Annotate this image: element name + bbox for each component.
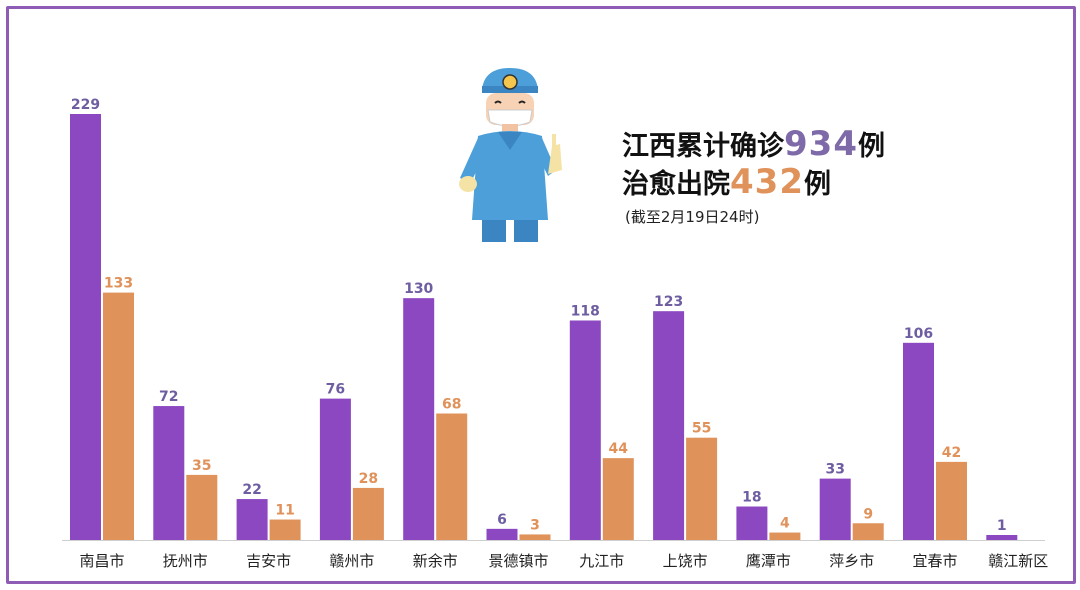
data-label-s1-5: 3 bbox=[530, 517, 540, 533]
data-label-s0-10: 106 bbox=[904, 326, 933, 342]
confirmed-total: 934 bbox=[784, 124, 858, 164]
bar-s1-7 bbox=[686, 437, 718, 540]
headline-cured-prefix: 治愈出院 bbox=[622, 169, 730, 200]
category-label-5: 景德镇市 bbox=[488, 552, 548, 570]
data-label-s1-2: 11 bbox=[275, 503, 294, 519]
bar-s1-6 bbox=[602, 458, 634, 540]
bar-s1-4 bbox=[436, 413, 468, 540]
bar-s1-8 bbox=[769, 532, 801, 540]
data-label-s1-8: 4 bbox=[780, 516, 790, 532]
data-label-s1-6: 44 bbox=[609, 441, 629, 457]
bar-s0-6 bbox=[569, 320, 601, 540]
bar-s0-1 bbox=[153, 406, 185, 540]
bar-s0-3 bbox=[319, 398, 351, 540]
data-label-s0-9: 33 bbox=[825, 462, 844, 478]
data-label-s0-8: 18 bbox=[742, 490, 761, 506]
bar-s1-9 bbox=[852, 523, 884, 540]
cured-total: 432 bbox=[730, 162, 804, 202]
data-label-s0-11: 1 bbox=[997, 518, 1007, 534]
category-label-10: 宜春市 bbox=[912, 552, 957, 570]
data-label-s0-3: 76 bbox=[326, 382, 345, 398]
data-label-s1-7: 55 bbox=[692, 421, 711, 437]
data-label-s1-3: 28 bbox=[359, 471, 378, 487]
headline-cured-suffix: 例 bbox=[803, 169, 831, 200]
headline-note: (截至2月19日24时) bbox=[625, 208, 760, 226]
bar-s0-5 bbox=[486, 528, 518, 540]
category-label-8: 鹰潭市 bbox=[746, 552, 791, 570]
data-label-s0-4: 130 bbox=[404, 281, 433, 297]
bar-s0-2 bbox=[236, 499, 268, 540]
headline-cured: 治愈出院432例 bbox=[622, 162, 831, 202]
bar-s0-11 bbox=[986, 535, 1018, 540]
headline-confirmed-suffix: 例 bbox=[857, 131, 885, 162]
bar-s0-0 bbox=[70, 114, 101, 540]
data-label-s0-2: 22 bbox=[242, 482, 261, 498]
bar-s1-3 bbox=[352, 487, 384, 540]
category-label-7: 上饶市 bbox=[663, 552, 708, 570]
data-label-s1-1: 35 bbox=[192, 458, 211, 474]
category-label-2: 吉安市 bbox=[246, 552, 291, 570]
bar-s1-0 bbox=[103, 292, 134, 540]
doctor-illustration-icon bbox=[459, 68, 562, 242]
data-label-s1-4: 68 bbox=[442, 397, 461, 413]
bar-s0-8 bbox=[736, 506, 768, 540]
data-label-s0-1: 72 bbox=[159, 389, 178, 405]
data-label-s0-5: 6 bbox=[497, 512, 507, 528]
headline-confirmed-prefix: 江西累计确诊 bbox=[622, 131, 784, 162]
category-label-6: 九江市 bbox=[579, 552, 624, 570]
category-label-1: 抚州市 bbox=[163, 552, 208, 570]
bar-s1-2 bbox=[269, 519, 301, 540]
bar-s0-10 bbox=[903, 342, 934, 540]
bar-s1-1 bbox=[186, 474, 218, 540]
data-label-s1-0: 133 bbox=[104, 276, 133, 292]
bar-s0-9 bbox=[819, 478, 851, 540]
data-label-s0-7: 123 bbox=[654, 294, 683, 310]
category-label-4: 新余市 bbox=[413, 552, 458, 570]
data-label-s1-10: 42 bbox=[942, 445, 961, 461]
data-label-s1-9: 9 bbox=[863, 506, 873, 522]
category-label-0: 南昌市 bbox=[79, 552, 124, 570]
chart-frame bbox=[6, 6, 1076, 584]
bar-s1-10 bbox=[936, 461, 967, 540]
bar-s1-5 bbox=[519, 534, 551, 540]
data-label-s0-0: 229 bbox=[71, 97, 100, 113]
category-label-11: 赣江新区 bbox=[988, 552, 1048, 570]
data-label-s0-6: 118 bbox=[571, 303, 600, 319]
headline-confirmed: 江西累计确诊934例 bbox=[622, 124, 885, 164]
bar-s0-4 bbox=[403, 298, 435, 540]
category-label-3: 赣州市 bbox=[329, 552, 374, 570]
bar-s0-7 bbox=[653, 311, 685, 540]
category-label-9: 萍乡市 bbox=[829, 552, 874, 570]
